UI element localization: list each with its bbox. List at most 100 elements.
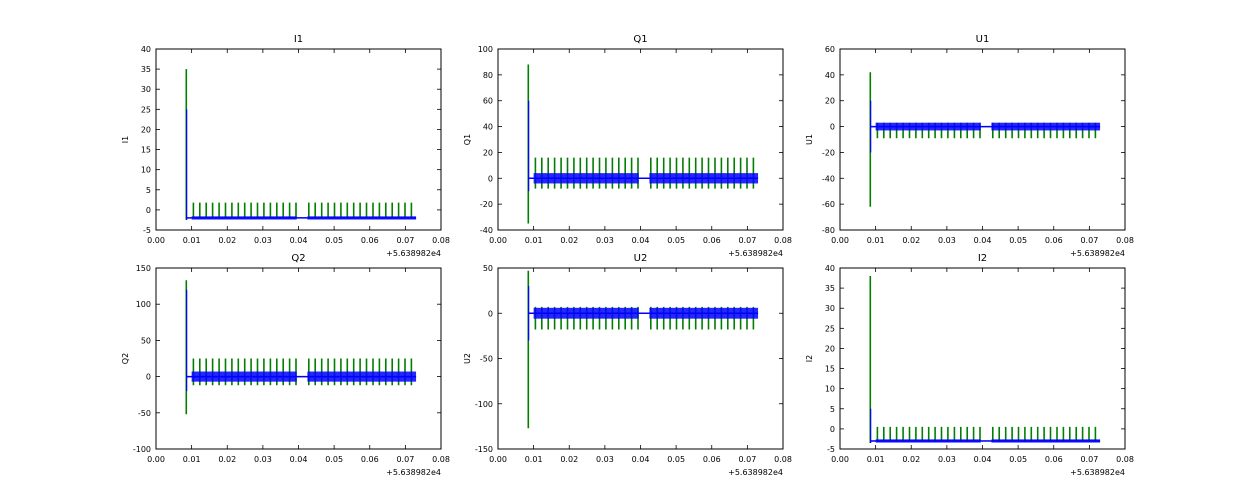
y-tick-label: 0: [488, 309, 493, 318]
x-tick-label: 0.01: [867, 236, 885, 245]
x-tick-label: 0.00: [489, 236, 507, 245]
x-tick-label: 0.00: [831, 236, 849, 245]
x-tick-label: 0.02: [902, 236, 920, 245]
x-tick-label: 0.07: [1080, 455, 1098, 464]
axes-frame: [497, 267, 784, 450]
x-tick-label: 0.04: [290, 236, 308, 245]
axes-frame: [839, 48, 1126, 231]
y-tick-label: 0: [146, 373, 151, 382]
x-tick-label: 0.03: [596, 455, 614, 464]
x-tick-label: 0.02: [560, 236, 578, 245]
x-tick-label: 0.03: [596, 236, 614, 245]
x-tick-label: 0.05: [325, 236, 343, 245]
x-tick-label: 0.05: [667, 236, 685, 245]
x-tick-label: 0.00: [489, 455, 507, 464]
y-tick-label: -40: [822, 174, 835, 183]
series-line-green: [869, 72, 1097, 207]
y-tick-label: 60: [825, 45, 835, 54]
x-tick-label: 0.04: [974, 236, 992, 245]
x-tick-label: 0.08: [432, 455, 450, 464]
x-tick-label: 0.07: [1080, 236, 1098, 245]
y-tick-label: 0: [830, 425, 835, 434]
x-tick-label: 0.07: [738, 236, 756, 245]
y-tick-label: -150: [475, 445, 493, 454]
y-tick-label: 15: [825, 365, 835, 374]
y-tick-label: 20: [141, 125, 151, 134]
y-tick-label: 40: [825, 71, 835, 80]
x-offset-label: +5.638982e4: [386, 249, 441, 258]
x-offset-label: +5.638982e4: [386, 468, 441, 477]
y-tick-label: -100: [475, 400, 493, 409]
series-line-green: [527, 270, 755, 429]
chart-title: Q1: [633, 34, 647, 45]
y-tick-label: 10: [825, 385, 835, 394]
x-tick-label: 0.06: [703, 455, 721, 464]
y-tick-label: -50: [138, 409, 151, 418]
y-tick-label: 5: [146, 186, 151, 195]
x-tick-label: 0.01: [867, 455, 885, 464]
x-tick-label: 0.08: [1116, 455, 1134, 464]
y-tick-label: 150: [136, 264, 151, 273]
x-tick-label: 0.02: [560, 455, 578, 464]
y-tick-label: -20: [822, 148, 835, 157]
axes-frame: [839, 267, 1126, 450]
y-tick-label: 35: [141, 65, 151, 74]
x-tick-label: 0.06: [361, 455, 379, 464]
x-tick-label: 0.05: [667, 455, 685, 464]
y-tick-label: 40: [483, 123, 493, 132]
y-tick-label: -40: [480, 226, 493, 235]
y-tick-label: 40: [825, 264, 835, 273]
x-tick-label: 0.03: [254, 236, 272, 245]
x-tick-label: 0.04: [974, 455, 992, 464]
y-tick-label: 30: [825, 304, 835, 313]
subplot-u2: 0.00 0.01 0.02 0.03 0.04 0.05 0.06 0.07 0.08 -150…: [463, 253, 792, 477]
x-tick-label: 0.01: [183, 236, 201, 245]
y-tick-label: 50: [483, 264, 493, 273]
chart-title: U2: [634, 253, 648, 264]
chart-title: I2: [978, 253, 987, 264]
y-tick-label: -20: [480, 200, 493, 209]
subplot-i2: 0.00 0.01 0.02 0.03 0.04 0.05 0.06 0.07 0.08 -5 0 5…: [805, 253, 1134, 477]
y-tick-label: 25: [825, 324, 835, 333]
x-tick-label: 0.01: [525, 455, 543, 464]
x-tick-label: 0.08: [774, 236, 792, 245]
x-tick-label: 0.07: [738, 455, 756, 464]
x-tick-label: 0.04: [632, 455, 650, 464]
x-tick-label: 0.02: [218, 236, 236, 245]
y-tick-label: 100: [136, 300, 151, 309]
y-tick-label: 25: [141, 105, 151, 114]
x-tick-label: 0.06: [1045, 236, 1063, 245]
y-tick-label: 80: [483, 71, 493, 80]
series-line-green: [185, 69, 413, 220]
x-tick-label: 0.00: [147, 455, 165, 464]
y-tick-label: 5: [830, 405, 835, 414]
y-tick-label: 40: [141, 45, 151, 54]
x-tick-label: 0.05: [1009, 236, 1027, 245]
subplot-q2: 0.00 0.01 0.02 0.03 0.04 0.05 0.06 0.07 0.08 -100…: [121, 253, 450, 477]
subplot-i1: 0.00 0.01 0.02 0.03 0.04 0.05 0.06 0.07 0.08 -5 0 5…: [121, 34, 450, 258]
x-offset-label: +5.638982e4: [728, 249, 783, 258]
y-tick-label: 0: [830, 123, 835, 132]
x-tick-label: 0.02: [902, 455, 920, 464]
y-tick-label: 20: [825, 97, 835, 106]
y-axis-label: U2: [463, 353, 472, 364]
y-axis-label: U1: [805, 134, 814, 145]
x-tick-label: 0.00: [831, 455, 849, 464]
y-tick-label: 100: [478, 45, 493, 54]
x-tick-label: 0.05: [325, 455, 343, 464]
x-tick-label: 0.05: [1009, 455, 1027, 464]
x-tick-label: 0.08: [774, 455, 792, 464]
y-tick-label: -80: [822, 226, 835, 235]
y-tick-label: 20: [825, 344, 835, 353]
x-tick-label: 0.08: [1116, 236, 1134, 245]
x-tick-label: 0.03: [938, 455, 956, 464]
x-tick-label: 0.07: [396, 236, 414, 245]
y-tick-label: 30: [141, 85, 151, 94]
y-tick-label: 20: [483, 148, 493, 157]
x-tick-label: 0.07: [396, 455, 414, 464]
y-tick-label: 15: [141, 146, 151, 155]
chart-title: U1: [976, 34, 990, 45]
y-tick-label: 0: [488, 174, 493, 183]
x-offset-label: +5.638982e4: [1070, 468, 1125, 477]
x-tick-label: 0.03: [938, 236, 956, 245]
